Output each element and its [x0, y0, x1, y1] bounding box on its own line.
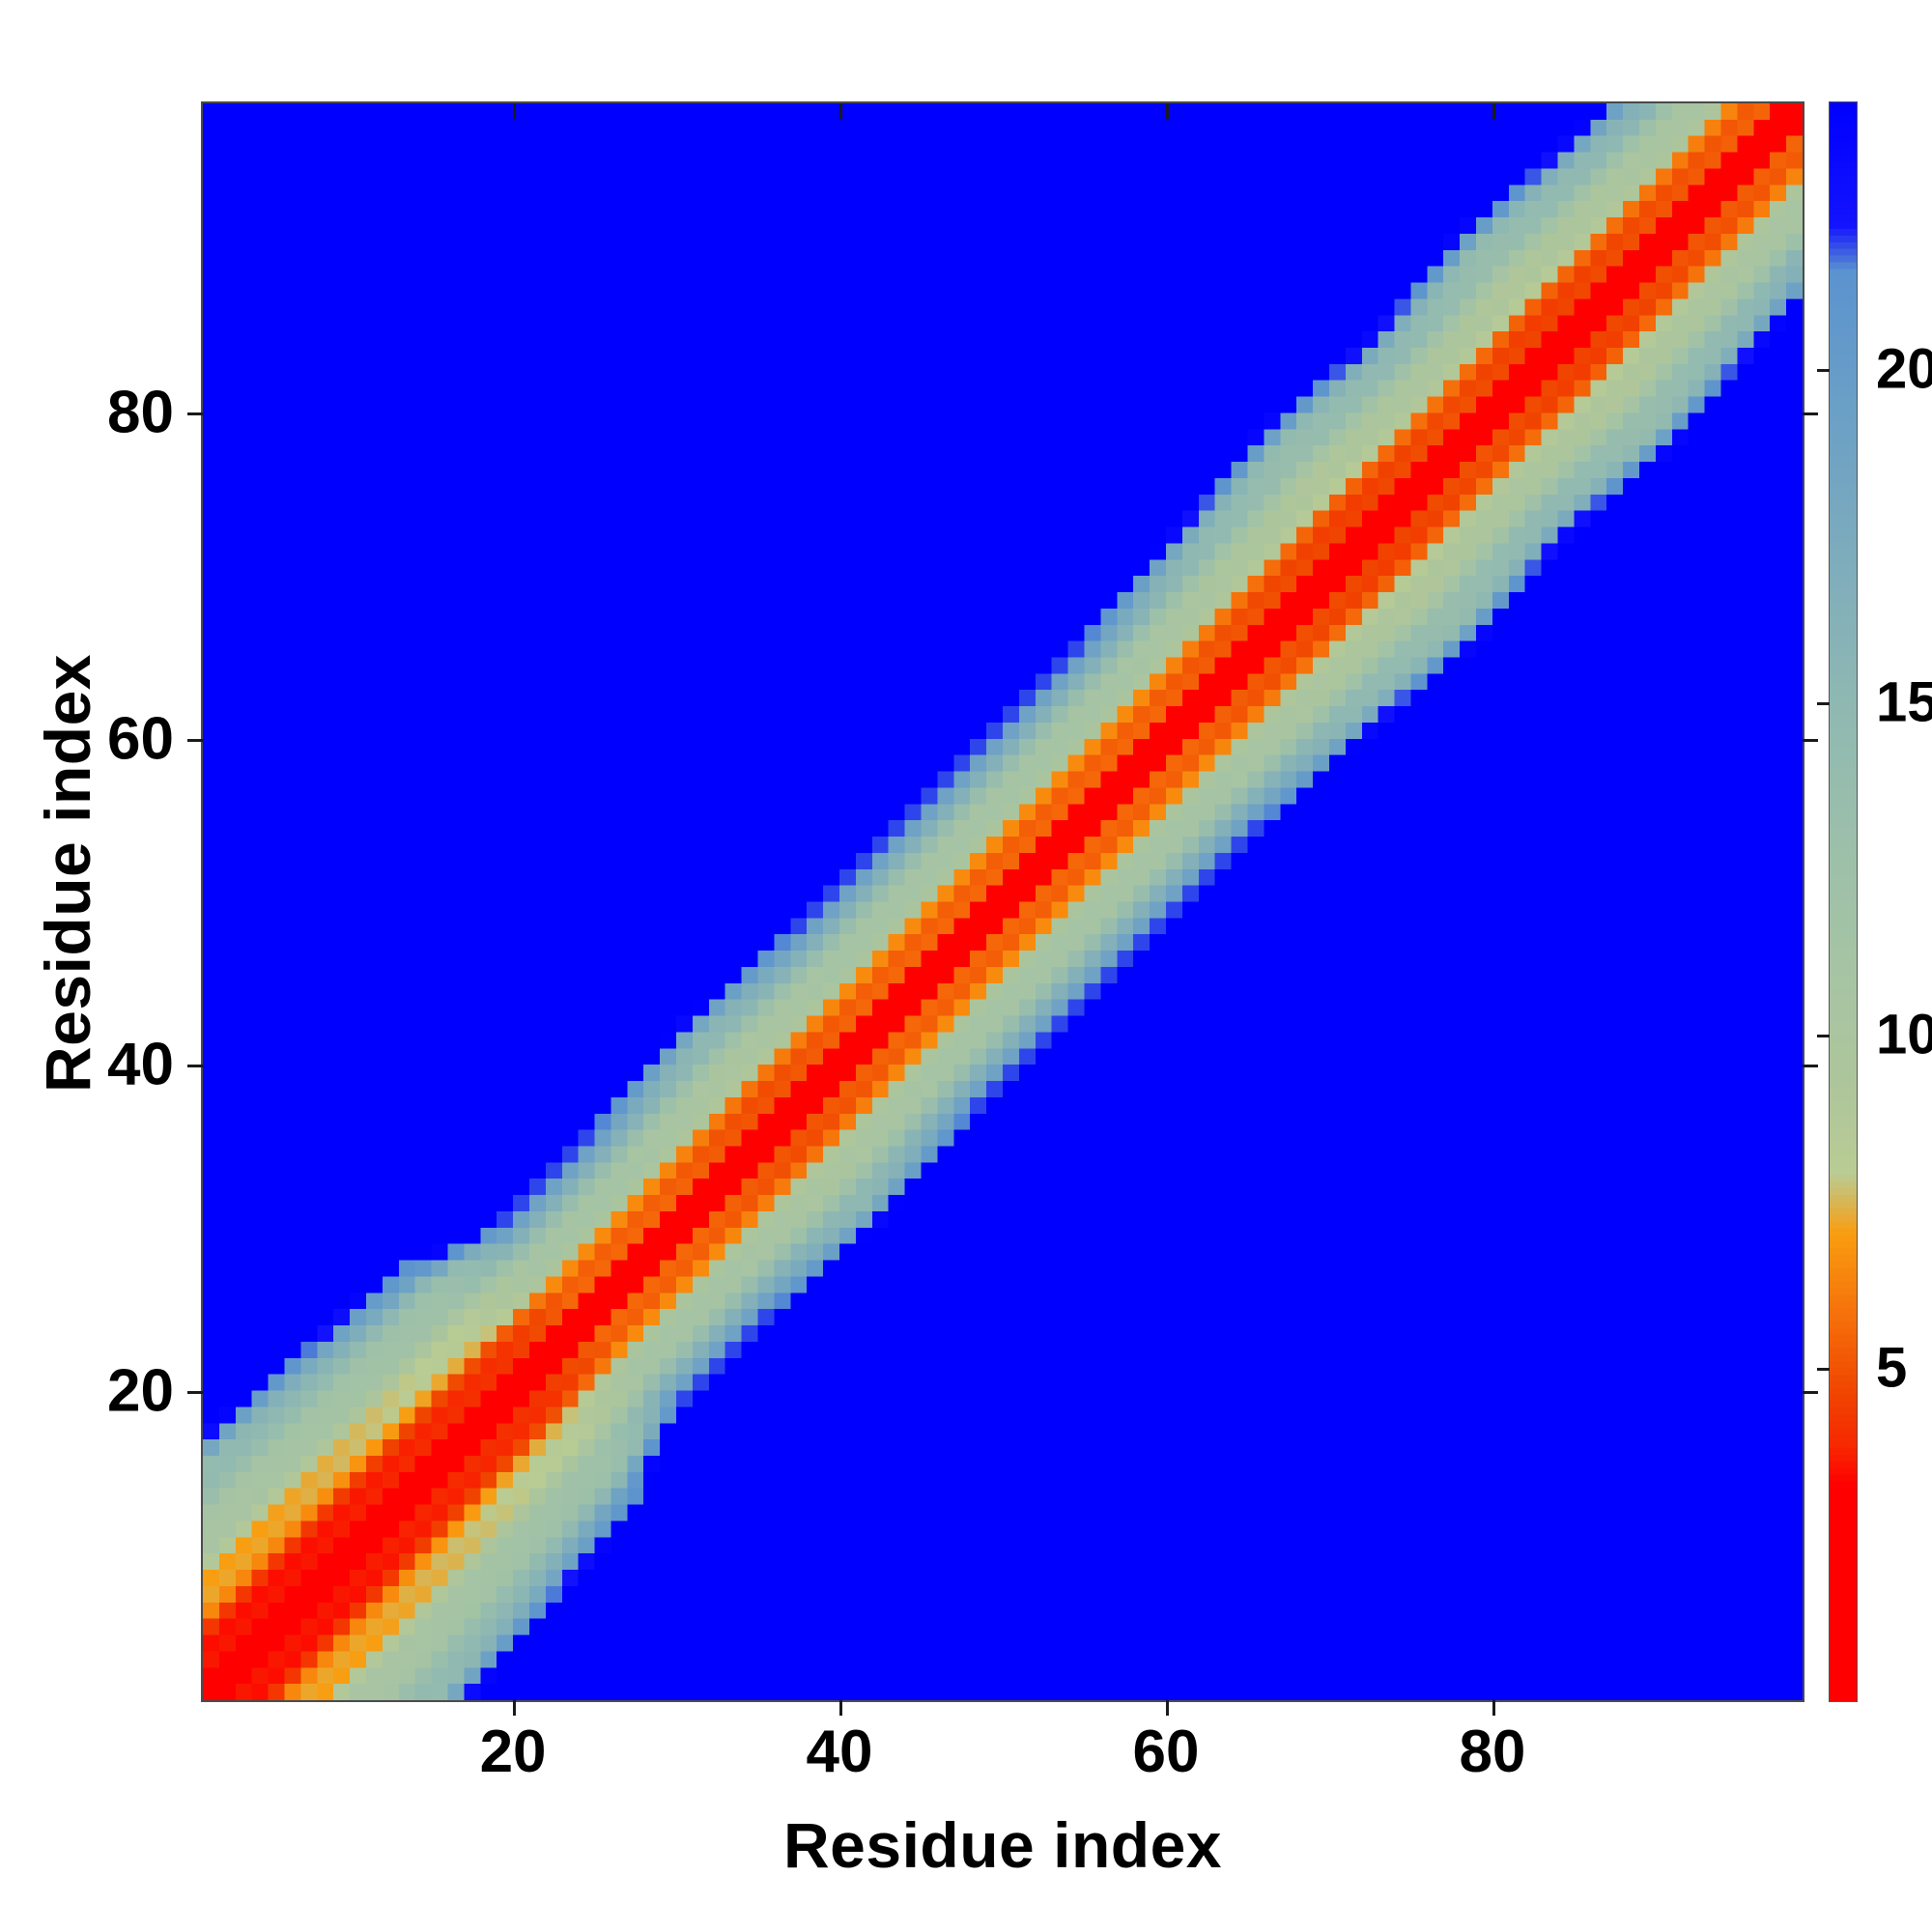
y-tick-mark-right — [1803, 412, 1818, 416]
x-tick-mark-top — [1165, 103, 1169, 119]
y-tick-mark — [187, 738, 203, 742]
colorbar-tick-label: 10 — [1876, 1003, 1932, 1066]
x-tick-label: 20 — [479, 1719, 547, 1785]
x-tick-mark-top — [839, 103, 843, 119]
y-tick-mark — [187, 1390, 203, 1394]
x-tick-mark-top — [513, 103, 517, 119]
colorbar-gradient — [1830, 102, 1857, 1701]
x-tick-mark — [513, 1700, 517, 1716]
colorbar-tick-mark — [1817, 1368, 1830, 1372]
y-tick-mark — [187, 1065, 203, 1068]
y-tick-label: 80 — [107, 379, 174, 446]
colorbar-tick-label: 5 — [1876, 1336, 1908, 1400]
colorbar-tick-mark — [1817, 368, 1830, 372]
x-tick-label: 40 — [806, 1719, 873, 1785]
y-tick-mark-right — [1803, 1390, 1818, 1394]
y-tick-mark-right — [1803, 738, 1818, 742]
x-tick-mark — [1492, 1700, 1495, 1716]
x-tick-mark-top — [1492, 103, 1495, 119]
y-axis-label: Residue index — [32, 654, 103, 1093]
colorbar[interactable]: 5 10 15 20 — [1817, 101, 1932, 1702]
colorbar-tick-mark — [1817, 1035, 1830, 1038]
x-tick-mark — [1165, 1700, 1169, 1716]
colorbar-tick-label: 20 — [1876, 337, 1932, 401]
heatmap-plot-area[interactable]: 20 40 60 80 20 40 60 80 — [107, 101, 1818, 1785]
y-tick-mark-right — [1803, 1065, 1818, 1068]
x-tick-mark — [839, 1700, 843, 1716]
y-tick-label: 20 — [107, 1357, 174, 1425]
colorbar-tick-mark — [1817, 701, 1830, 705]
y-tick-label: 40 — [107, 1031, 174, 1098]
y-tick-label: 60 — [107, 705, 174, 773]
x-tick-label: 60 — [1132, 1719, 1200, 1785]
colorbar-tick-label: 15 — [1876, 670, 1932, 734]
x-tick-label: 80 — [1459, 1719, 1526, 1785]
x-axis-label: Residue index — [783, 1809, 1222, 1881]
y-tick-mark — [187, 412, 203, 416]
heatmap-canvas[interactable] — [203, 103, 1803, 1700]
